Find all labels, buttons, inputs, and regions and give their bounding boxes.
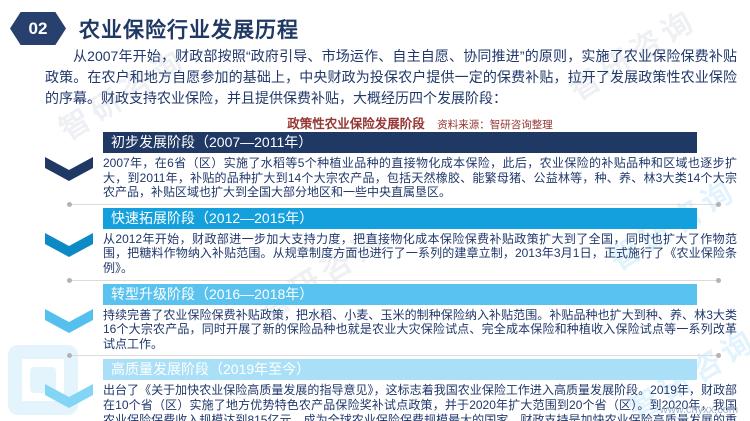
section-divider: [67, 201, 721, 207]
chevron-down-icon: [45, 284, 103, 352]
stage-item-3: 转型升级阶段（2016—2018年） 持续完善了农业保险保费补贴政策，把水稻、小…: [0, 283, 750, 352]
chart-caption: 政策性农业保险发展阶段: [287, 117, 425, 131]
stage-title-bar: 快速拓展阶段（2012—2015年）: [103, 207, 697, 229]
chevron-down-icon: [45, 132, 103, 200]
chevron-down-icon: [45, 359, 103, 421]
section-number-badge: 02: [10, 12, 66, 45]
stage-title-bar: 高质量发展阶段（2019年至今）: [103, 359, 697, 381]
stage-content: 初步发展阶段（2007—2011年） 2007年，在6省（区）实施了水稻等5个种…: [103, 132, 737, 200]
stage-content: 转型升级阶段（2016—2018年） 持续完善了农业保险保费补贴政策，把水稻、小…: [103, 283, 737, 352]
data-source-note: 资料来源：智研咨询整理: [437, 119, 553, 131]
stage-content: 高质量发展阶段（2019年至今） 出台了《关于加快农业保险高质量发展的指导意见》…: [103, 359, 737, 421]
page-title: 农业保险行业发展历程: [79, 18, 299, 42]
footer-website-link[interactable]: www.chyxx.com: [659, 404, 738, 416]
stage-content: 快速拓展阶段（2012—2015年） 从2012年开始，财政部进一步加大支持力度…: [103, 207, 737, 276]
section-divider: [67, 353, 721, 359]
stage-body-text: 出台了《关于加快农业保险高质量发展的指导意见》，这标志着我国农业保险工作进入高质…: [103, 383, 737, 421]
stage-body-text: 从2012年开始，财政部进一步加大支持力度，把直接物化成本保险保费补贴政策扩大到…: [103, 231, 737, 275]
stage-item-2: 快速拓展阶段（2012—2015年） 从2012年开始，财政部进一步加大支持力度…: [0, 207, 750, 276]
chevron-down-icon: [45, 208, 103, 276]
slide-header: 02 农业保险行业发展历程: [10, 12, 299, 45]
stage-title-bar: 转型升级阶段（2016—2018年）: [103, 283, 697, 305]
stage-title-bar: 初步发展阶段（2007—2011年）: [103, 132, 697, 153]
section-divider: [67, 277, 721, 283]
stage-body-text: 2007年，在6省（区）实施了水稻等5个种植业品种的直接物化成本保险，此后，农业…: [103, 156, 737, 200]
stage-item-4: 高质量发展阶段（2019年至今） 出台了《关于加快农业保险高质量发展的指导意见》…: [0, 359, 750, 421]
stage-item-1: 初步发展阶段（2007—2011年） 2007年，在6省（区）实施了水稻等5个种…: [0, 132, 750, 200]
stage-body-text: 持续完善了农业保险保费补贴政策，把水稻、小麦、玉米的制种保险纳入补贴范围。补贴品…: [103, 307, 737, 351]
intro-paragraph: 从2007年开始，财政部按照“政府引导、市场运作、自主自愿、协同推进”的原则，实…: [45, 48, 737, 106]
caption-row: 政策性农业保险发展阶段 资料来源：智研咨询整理: [0, 113, 750, 133]
stage-list: 初步发展阶段（2007—2011年） 2007年，在6省（区）实施了水稻等5个种…: [0, 132, 750, 421]
